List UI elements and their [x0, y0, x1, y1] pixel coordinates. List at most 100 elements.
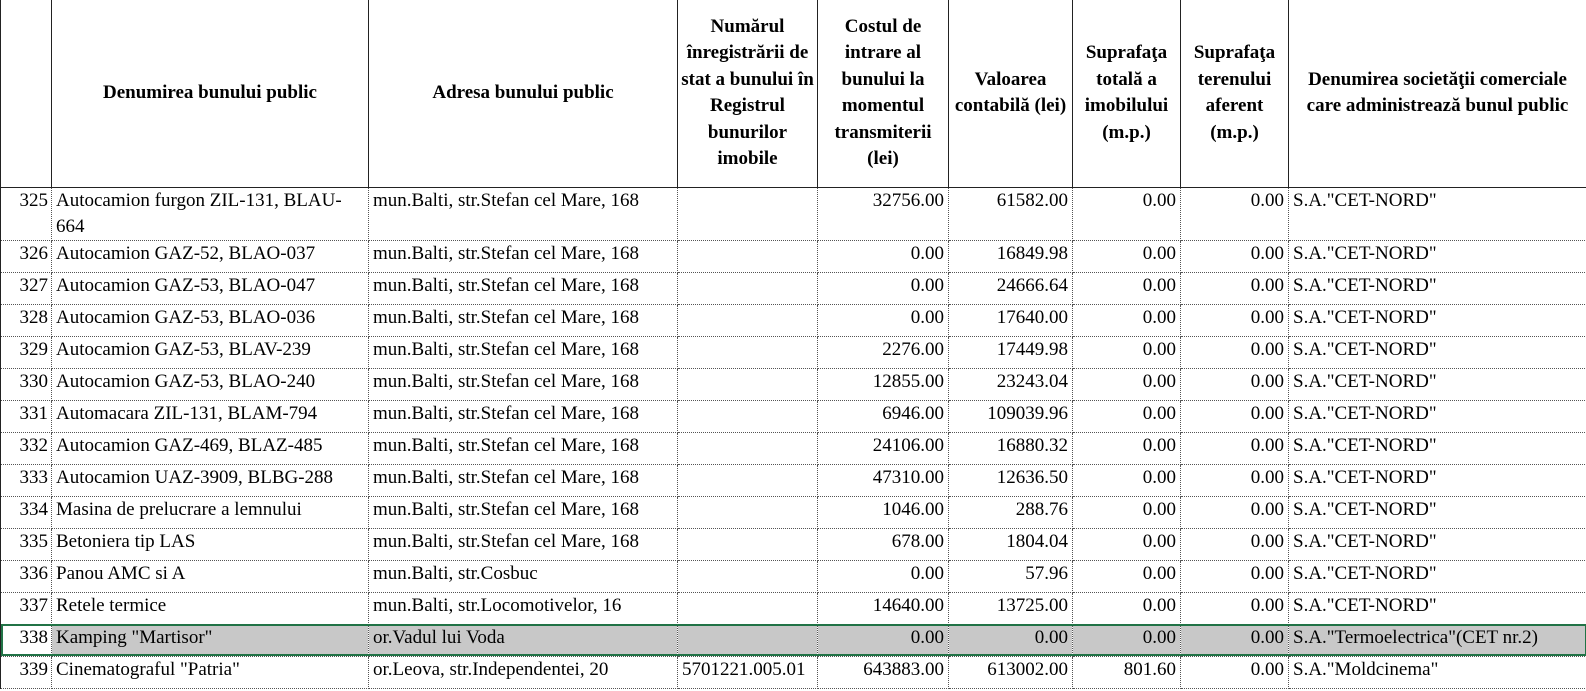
cell-name[interactable]: Panou AMC si A — [51, 560, 369, 593]
cell-registration[interactable] — [677, 464, 818, 497]
cell-book-value[interactable]: 24666.64 — [948, 272, 1073, 305]
cell-num[interactable]: 339 — [0, 656, 52, 689]
header-address[interactable]: Adresa bunului public — [368, 0, 678, 188]
cell-entry-cost[interactable]: 643883.00 — [817, 656, 949, 689]
cell-land-area[interactable]: 0.00 — [1180, 624, 1289, 657]
cell-name[interactable]: Autocamion GAZ-53, BLAO-240 — [51, 368, 369, 401]
table-row[interactable]: 331 Automacara ZIL-131, BLAM-794 mun.Balti… — [0, 400, 1586, 433]
cell-land-area[interactable]: 0.00 — [1180, 656, 1289, 689]
table-row[interactable]: 329 Autocamion GAZ-53, BLAV-239 mun.Balti,… — [0, 336, 1586, 369]
cell-book-value[interactable]: 13725.00 — [948, 592, 1073, 625]
cell-total-area[interactable]: 0.00 — [1072, 240, 1181, 273]
cell-land-area[interactable]: 0.00 — [1180, 272, 1289, 305]
header-name[interactable]: Denumirea bunului public — [51, 0, 369, 188]
header-entry-cost[interactable]: Costul de intrare al bunului la momentul… — [817, 0, 949, 188]
table-row[interactable]: 325 Autocamion furgon ZIL-131, BLAU-664 mu… — [0, 187, 1586, 241]
cell-total-area[interactable]: 0.00 — [1072, 560, 1181, 593]
cell-registration[interactable]: 5701221.005.01 — [677, 656, 818, 689]
cell-book-value[interactable]: 109039.96 — [948, 400, 1073, 433]
cell-address[interactable]: mun.Balti, str.Stefan cel Mare, 168 — [368, 336, 678, 369]
header-num[interactable] — [0, 0, 52, 188]
cell-total-area[interactable]: 0.00 — [1072, 496, 1181, 529]
cell-num[interactable]: 330 — [0, 368, 52, 401]
cell-land-area[interactable]: 0.00 — [1180, 368, 1289, 401]
header-land-area[interactable]: Suprafaţa terenului aferent (m.p.) — [1180, 0, 1289, 188]
header-book-value[interactable]: Valoarea contabilă (lei) — [948, 0, 1073, 188]
table-row[interactable]: 337 Retele termice mun.Balti, str.Locomoti… — [0, 592, 1586, 625]
cell-land-area[interactable]: 0.00 — [1180, 528, 1289, 561]
cell-land-area[interactable]: 0.00 — [1180, 304, 1289, 337]
cell-registration[interactable] — [677, 624, 818, 657]
cell-address[interactable]: mun.Balti, str.Stefan cel Mare, 168 — [368, 528, 678, 561]
cell-num[interactable]: 338 — [0, 624, 52, 657]
cell-company[interactable]: S.A."CET-NORD" — [1288, 304, 1586, 337]
cell-name[interactable]: Autocamion GAZ-53, BLAO-036 — [51, 304, 369, 337]
cell-entry-cost[interactable]: 0.00 — [817, 240, 949, 273]
cell-name[interactable]: Autocamion GAZ-53, BLAV-239 — [51, 336, 369, 369]
cell-registration[interactable] — [677, 432, 818, 465]
cell-land-area[interactable]: 0.00 — [1180, 464, 1289, 497]
cell-name[interactable]: Autocamion GAZ-52, BLAO-037 — [51, 240, 369, 273]
cell-total-area[interactable]: 0.00 — [1072, 464, 1181, 497]
cell-num[interactable]: 326 — [0, 240, 52, 273]
cell-address[interactable]: or.Leova, str.Independentei, 20 — [368, 656, 678, 689]
cell-total-area[interactable]: 0.00 — [1072, 592, 1181, 625]
cell-book-value[interactable]: 12636.50 — [948, 464, 1073, 497]
cell-company[interactable]: S.A."CET-NORD" — [1288, 336, 1586, 369]
cell-company[interactable]: S.A."CET-NORD" — [1288, 400, 1586, 433]
cell-registration[interactable] — [677, 187, 818, 241]
cell-company[interactable]: S.A."CET-NORD" — [1288, 528, 1586, 561]
cell-company[interactable]: S.A."CET-NORD" — [1288, 187, 1586, 241]
table-row[interactable]: 339 Cinematograful "Patria" or.Leova, str.… — [0, 656, 1586, 689]
cell-address[interactable]: mun.Balti, str.Stefan cel Mare, 168 — [368, 464, 678, 497]
cell-entry-cost[interactable]: 0.00 — [817, 272, 949, 305]
cell-book-value[interactable]: 16880.32 — [948, 432, 1073, 465]
cell-company[interactable]: S.A."Moldcinema" — [1288, 656, 1586, 689]
cell-registration[interactable] — [677, 272, 818, 305]
header-total-area[interactable]: Suprafaţa totală a imobilului (m.p.) — [1072, 0, 1181, 188]
cell-registration[interactable] — [677, 336, 818, 369]
cell-num[interactable]: 332 — [0, 432, 52, 465]
cell-company[interactable]: S.A."CET-NORD" — [1288, 560, 1586, 593]
cell-num[interactable]: 337 — [0, 592, 52, 625]
table-row[interactable]: 330 Autocamion GAZ-53, BLAO-240 mun.Balti,… — [0, 368, 1586, 401]
header-company[interactable]: Denumirea societăţii comerciale care adm… — [1288, 0, 1586, 188]
cell-entry-cost[interactable]: 2276.00 — [817, 336, 949, 369]
cell-company[interactable]: S.A."CET-NORD" — [1288, 272, 1586, 305]
cell-entry-cost[interactable]: 0.00 — [817, 304, 949, 337]
cell-company[interactable]: S.A."CET-NORD" — [1288, 464, 1586, 497]
table-row[interactable]: 333 Autocamion UAZ-3909, BLBG-288 mun.Balt… — [0, 464, 1586, 497]
cell-num[interactable]: 328 — [0, 304, 52, 337]
cell-total-area[interactable]: 0.00 — [1072, 528, 1181, 561]
cell-company[interactable]: S.A."Termoelectrica"(CET nr.2) — [1288, 624, 1586, 657]
cell-address[interactable]: mun.Balti, str.Stefan cel Mare, 168 — [368, 496, 678, 529]
cell-address[interactable]: mun.Balti, str.Stefan cel Mare, 168 — [368, 400, 678, 433]
cell-registration[interactable] — [677, 528, 818, 561]
cell-name[interactable]: Cinematograful "Patria" — [51, 656, 369, 689]
cell-entry-cost[interactable]: 14640.00 — [817, 592, 949, 625]
cell-name[interactable]: Autocamion GAZ-469, BLAZ-485 — [51, 432, 369, 465]
cell-entry-cost[interactable]: 32756.00 — [817, 187, 949, 241]
cell-book-value[interactable]: 61582.00 — [948, 187, 1073, 241]
cell-registration[interactable] — [677, 560, 818, 593]
cell-address[interactable]: mun.Balti, str.Cosbuc — [368, 560, 678, 593]
cell-registration[interactable] — [677, 240, 818, 273]
cell-address[interactable]: mun.Balti, str.Stefan cel Mare, 168 — [368, 187, 678, 241]
cell-total-area[interactable]: 0.00 — [1072, 400, 1181, 433]
cell-company[interactable]: S.A."CET-NORD" — [1288, 432, 1586, 465]
cell-address[interactable]: mun.Balti, str.Stefan cel Mare, 168 — [368, 272, 678, 305]
cell-registration[interactable] — [677, 592, 818, 625]
cell-entry-cost[interactable]: 1046.00 — [817, 496, 949, 529]
cell-num[interactable]: 334 — [0, 496, 52, 529]
cell-total-area[interactable]: 0.00 — [1072, 624, 1181, 657]
cell-registration[interactable] — [677, 368, 818, 401]
cell-land-area[interactable]: 0.00 — [1180, 187, 1289, 241]
cell-book-value[interactable]: 23243.04 — [948, 368, 1073, 401]
cell-total-area[interactable]: 0.00 — [1072, 336, 1181, 369]
table-row[interactable]: 338 Kamping "Martisor" or.Vadul lui Voda 0.… — [0, 624, 1586, 657]
cell-total-area[interactable]: 0.00 — [1072, 187, 1181, 241]
cell-company[interactable]: S.A."CET-NORD" — [1288, 592, 1586, 625]
cell-land-area[interactable]: 0.00 — [1180, 496, 1289, 529]
cell-book-value[interactable]: 613002.00 — [948, 656, 1073, 689]
